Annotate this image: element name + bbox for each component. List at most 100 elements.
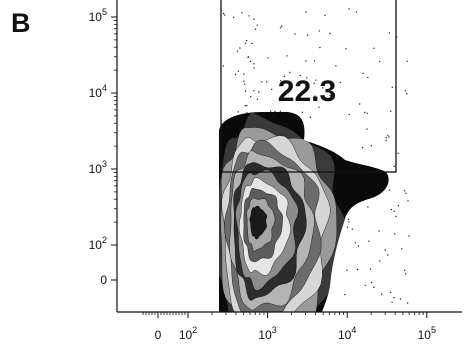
event-dot bbox=[233, 16, 235, 19]
event-dot bbox=[393, 297, 395, 299]
event-dot bbox=[261, 81, 263, 83]
event-dot bbox=[361, 146, 364, 149]
event-dot bbox=[253, 18, 255, 20]
y-tick-label: 105 bbox=[89, 7, 107, 24]
y-tick-label: 103 bbox=[89, 159, 107, 176]
event-dot bbox=[378, 230, 380, 232]
event-dot bbox=[241, 12, 243, 14]
event-dot bbox=[346, 269, 348, 271]
event-dot bbox=[385, 139, 387, 142]
x-tick-label: 0 bbox=[155, 328, 162, 342]
event-dot bbox=[406, 93, 408, 95]
density-contours bbox=[219, 112, 389, 312]
axes: 0 102 103 104 105 0 102 103 104 105 bbox=[89, 0, 462, 342]
event-dot bbox=[335, 65, 337, 67]
event-dot bbox=[222, 12, 225, 15]
event-dot bbox=[294, 33, 296, 35]
event-dot bbox=[306, 34, 309, 36]
event-dot bbox=[244, 105, 246, 107]
event-dot bbox=[258, 91, 260, 93]
event-dot bbox=[236, 50, 239, 52]
event-dot bbox=[251, 42, 253, 45]
event-dot bbox=[354, 242, 356, 244]
y-tick-label: 102 bbox=[89, 235, 107, 252]
event-dot bbox=[406, 60, 408, 62]
event-dot bbox=[254, 28, 257, 30]
event-dot bbox=[391, 301, 393, 303]
event-dot bbox=[397, 205, 400, 207]
event-dot bbox=[373, 47, 375, 49]
event-dot bbox=[224, 14, 226, 16]
event-dot bbox=[319, 46, 321, 49]
event-dot bbox=[279, 110, 281, 112]
event-dot bbox=[253, 67, 255, 69]
event-dot bbox=[362, 72, 364, 75]
event-dot bbox=[385, 137, 388, 139]
event-dot bbox=[405, 273, 407, 275]
event-dot bbox=[379, 60, 381, 63]
x-tick-label: 105 bbox=[418, 325, 436, 342]
event-dot bbox=[283, 75, 285, 78]
event-dot bbox=[318, 30, 320, 32]
event-dot bbox=[289, 71, 291, 74]
event-dot bbox=[395, 215, 397, 218]
event-dot bbox=[370, 145, 373, 147]
event-dot bbox=[246, 104, 248, 107]
outlier-dots bbox=[222, 8, 410, 304]
event-dot bbox=[301, 111, 304, 114]
event-dot bbox=[373, 286, 375, 288]
x-tick-label: 102 bbox=[179, 325, 197, 342]
event-dot bbox=[280, 25, 283, 27]
event-dot bbox=[367, 206, 369, 208]
event-dot bbox=[324, 14, 326, 17]
event-dot bbox=[247, 56, 250, 58]
event-dot bbox=[267, 57, 269, 59]
event-dot bbox=[309, 116, 312, 119]
event-dot bbox=[369, 268, 372, 270]
event-dot bbox=[345, 48, 347, 50]
event-dot bbox=[263, 112, 266, 114]
event-dot bbox=[253, 63, 255, 65]
event-dot bbox=[313, 82, 315, 84]
event-dot bbox=[239, 47, 241, 49]
event-dot bbox=[351, 228, 353, 230]
event-dot bbox=[367, 76, 369, 79]
event-dot bbox=[364, 111, 366, 114]
event-dot bbox=[405, 192, 407, 194]
event-dot bbox=[389, 291, 392, 294]
event-dot bbox=[222, 65, 225, 67]
event-dot bbox=[329, 32, 331, 35]
event-dot bbox=[305, 60, 307, 62]
event-dot bbox=[243, 80, 245, 82]
event-dot bbox=[329, 94, 331, 97]
event-dot bbox=[237, 111, 239, 113]
event-dot bbox=[253, 90, 255, 92]
event-dot bbox=[355, 11, 358, 13]
event-dot bbox=[357, 245, 360, 247]
gate-rectangle bbox=[220, 0, 397, 173]
event-dot bbox=[384, 249, 387, 251]
event-dot bbox=[272, 115, 274, 117]
event-dot bbox=[391, 86, 393, 89]
event-dot bbox=[348, 221, 350, 223]
event-dot bbox=[270, 110, 272, 112]
event-dot bbox=[237, 70, 240, 72]
event-dot bbox=[318, 106, 320, 108]
event-dot bbox=[250, 96, 252, 98]
event-dot bbox=[321, 87, 324, 89]
event-dot bbox=[249, 115, 251, 117]
x-tick-label: 104 bbox=[338, 325, 356, 342]
event-dot bbox=[388, 32, 391, 34]
event-dot bbox=[406, 302, 409, 304]
event-dot bbox=[256, 24, 258, 26]
event-dot bbox=[279, 27, 282, 29]
gate: 22.3 bbox=[220, 0, 397, 173]
event-dot bbox=[356, 268, 359, 271]
event-dot bbox=[397, 152, 399, 154]
event-dot bbox=[346, 226, 349, 228]
event-dot bbox=[379, 260, 381, 262]
event-dot bbox=[347, 218, 350, 221]
event-dot bbox=[370, 281, 373, 284]
event-dot bbox=[265, 81, 268, 83]
